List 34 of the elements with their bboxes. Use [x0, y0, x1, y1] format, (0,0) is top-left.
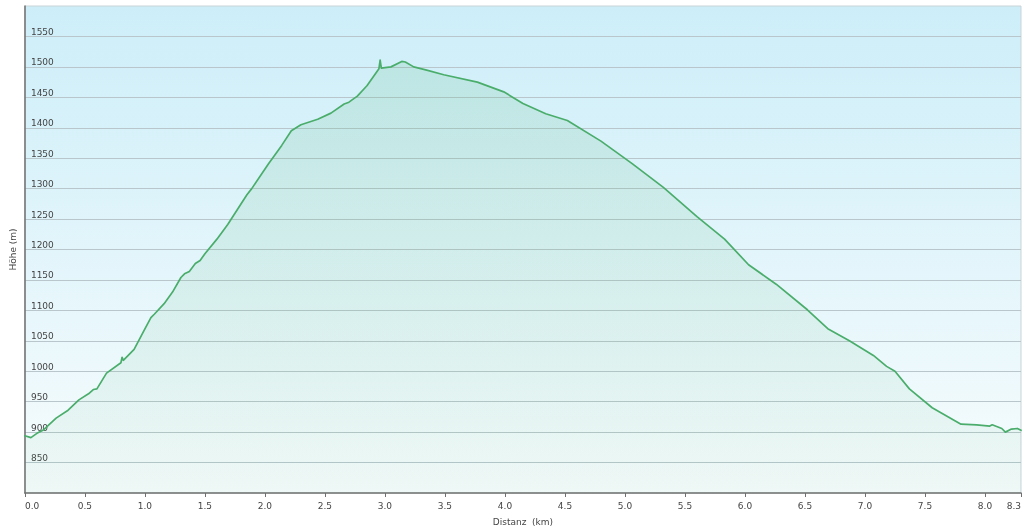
y-axis-title: Höhe (m): [7, 228, 18, 271]
x-tick-label: 4.0: [497, 500, 513, 511]
x-tick-label: 0.5: [77, 500, 93, 511]
y-tick-label: 950: [30, 392, 49, 403]
x-tick-label: 0.0: [24, 500, 40, 511]
y-tick-label: 1000: [30, 361, 55, 372]
x-tick-label: 5.5: [677, 500, 693, 511]
y-tick-label: 850: [30, 453, 49, 464]
x-tick-label: 3.0: [377, 500, 393, 511]
y-tick-label: 1400: [30, 118, 55, 129]
x-tick-label: 5.0: [617, 500, 633, 511]
y-tick-label: 1300: [30, 179, 55, 190]
x-tick-label: 8.3: [1006, 500, 1021, 511]
x-tick-label: 2.5: [317, 500, 333, 511]
x-tick-label: 1.0: [137, 500, 153, 511]
y-tick-label: 1500: [30, 57, 55, 68]
x-tick-label: 3.5: [437, 500, 453, 511]
x-tick-label: 2.0: [257, 500, 273, 511]
x-tick-label: 7.5: [917, 500, 933, 511]
y-tick-label: 1200: [30, 240, 55, 250]
y-tick-label: 1050: [30, 331, 55, 342]
x-tick-label: 7.0: [857, 500, 873, 511]
x-tick-label: 8.0: [977, 500, 993, 511]
x-axis-title: Distanz (km): [492, 516, 554, 527]
y-tick-label: 1150: [30, 270, 55, 281]
x-tick-label: 6.5: [797, 500, 813, 511]
y-tick-label: 1350: [30, 148, 55, 159]
x-tick-label: 6.0: [737, 500, 753, 511]
x-tick-label: 4.5: [557, 500, 573, 511]
y-tick-label: 1450: [30, 87, 55, 98]
y-tick-label: 1100: [30, 300, 55, 311]
y-tick-label: 1250: [30, 209, 55, 220]
y-tick-label: 1550: [30, 26, 55, 37]
x-tick-label: 1.5: [197, 500, 213, 511]
